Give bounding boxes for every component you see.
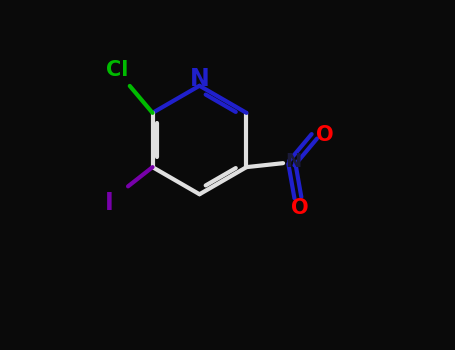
Text: O: O	[291, 198, 308, 218]
Text: Cl: Cl	[106, 60, 129, 80]
Text: N: N	[285, 152, 302, 171]
Text: O: O	[316, 125, 334, 145]
Text: N: N	[190, 68, 209, 91]
Text: I: I	[105, 191, 114, 215]
